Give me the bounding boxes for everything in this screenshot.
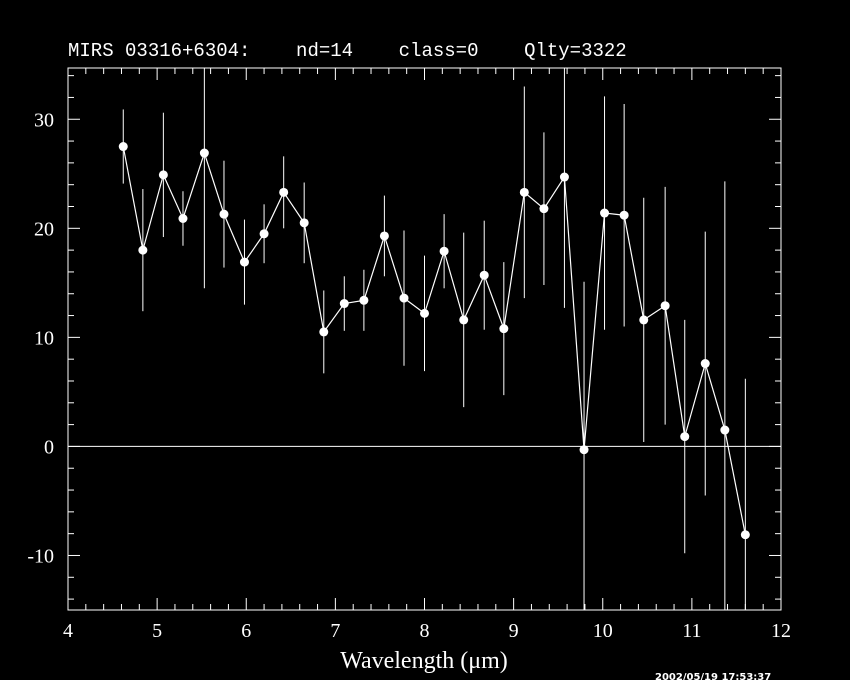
data-point bbox=[420, 308, 429, 318]
x-axis-label: Wavelength (μm) bbox=[340, 648, 508, 674]
data-point bbox=[178, 213, 188, 223]
x-tick-label: 10 bbox=[593, 620, 613, 642]
data-point bbox=[680, 432, 690, 442]
data-point bbox=[479, 270, 489, 280]
data-point bbox=[499, 324, 509, 334]
data-point bbox=[319, 327, 329, 337]
data-point bbox=[740, 530, 750, 540]
data-point bbox=[118, 142, 128, 152]
data-point bbox=[379, 231, 389, 241]
data-point bbox=[559, 172, 569, 182]
y-tick-label: -10 bbox=[27, 545, 54, 567]
data-point bbox=[700, 359, 710, 369]
data-point bbox=[219, 209, 229, 219]
data-point bbox=[399, 293, 409, 303]
x-tick-label: 9 bbox=[509, 620, 519, 642]
x-tick-label: 4 bbox=[63, 620, 73, 642]
data-point bbox=[600, 208, 610, 218]
data-point bbox=[339, 299, 349, 309]
data-point bbox=[239, 257, 249, 267]
data-line bbox=[122, 146, 746, 535]
data-point bbox=[519, 187, 529, 197]
data-point bbox=[639, 315, 649, 325]
data-point bbox=[539, 204, 549, 214]
data-point bbox=[579, 445, 589, 455]
x-tick-label: 12 bbox=[771, 620, 791, 642]
y-tick-label: 0 bbox=[44, 436, 54, 458]
chart-title: MIRS 03316+6304: nd=14 class=0 Qlty=3322 bbox=[68, 40, 627, 62]
data-point bbox=[720, 425, 730, 435]
data-point bbox=[459, 315, 469, 325]
x-tick-label: 5 bbox=[152, 620, 162, 642]
data-point bbox=[279, 187, 289, 197]
data-point bbox=[199, 148, 209, 158]
y-tick-label: 10 bbox=[34, 327, 54, 349]
data-point bbox=[138, 245, 148, 255]
data-point bbox=[259, 229, 269, 239]
x-tick-label: 7 bbox=[330, 620, 340, 642]
y-tick-label: 20 bbox=[34, 218, 54, 240]
x-tick-label: 6 bbox=[241, 620, 251, 642]
data-point bbox=[359, 295, 369, 305]
x-tick-label: 8 bbox=[420, 620, 430, 642]
data-point bbox=[619, 210, 629, 220]
data-point bbox=[158, 170, 168, 180]
y-tick-label: 30 bbox=[34, 109, 54, 131]
data-point bbox=[299, 218, 309, 228]
data-point bbox=[660, 301, 670, 311]
data-point bbox=[439, 246, 449, 256]
timestamp: 2002/05/19 17:53:37 bbox=[655, 672, 771, 680]
plot-area bbox=[68, 68, 781, 610]
x-tick-label: 11 bbox=[682, 620, 701, 642]
